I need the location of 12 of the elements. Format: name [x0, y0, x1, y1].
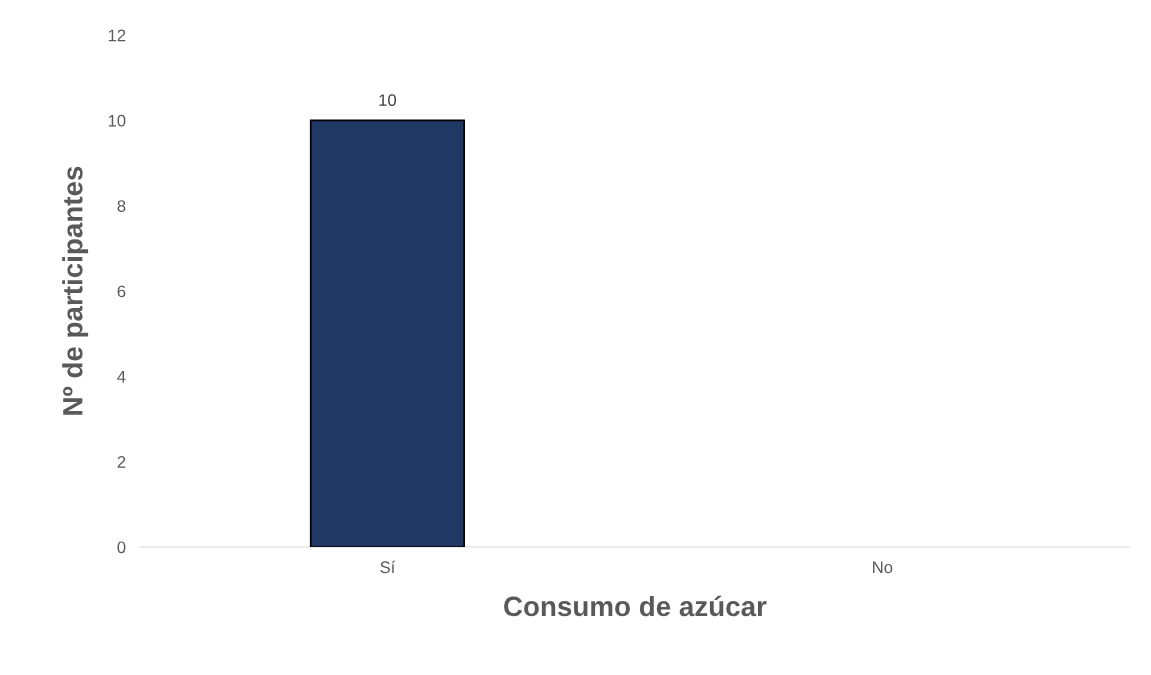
y-tick-label: 0 [117, 541, 126, 554]
y-tick-label: 8 [117, 200, 126, 212]
data-label: 10 [379, 94, 397, 107]
y-tick-label: 6 [117, 285, 126, 298]
x-tick-label: No [873, 561, 893, 574]
x-axis-title: Consumo de azúcar [504, 595, 767, 617]
y-tick-label: 12 [108, 29, 126, 42]
x-tick-label: Sí [380, 560, 396, 574]
y-axis-title: Nº de participantes [62, 166, 89, 415]
y-tick-label: 2 [117, 456, 126, 468]
y-tick-label: 4 [117, 370, 126, 383]
y-tick-label: 10 [108, 114, 126, 127]
